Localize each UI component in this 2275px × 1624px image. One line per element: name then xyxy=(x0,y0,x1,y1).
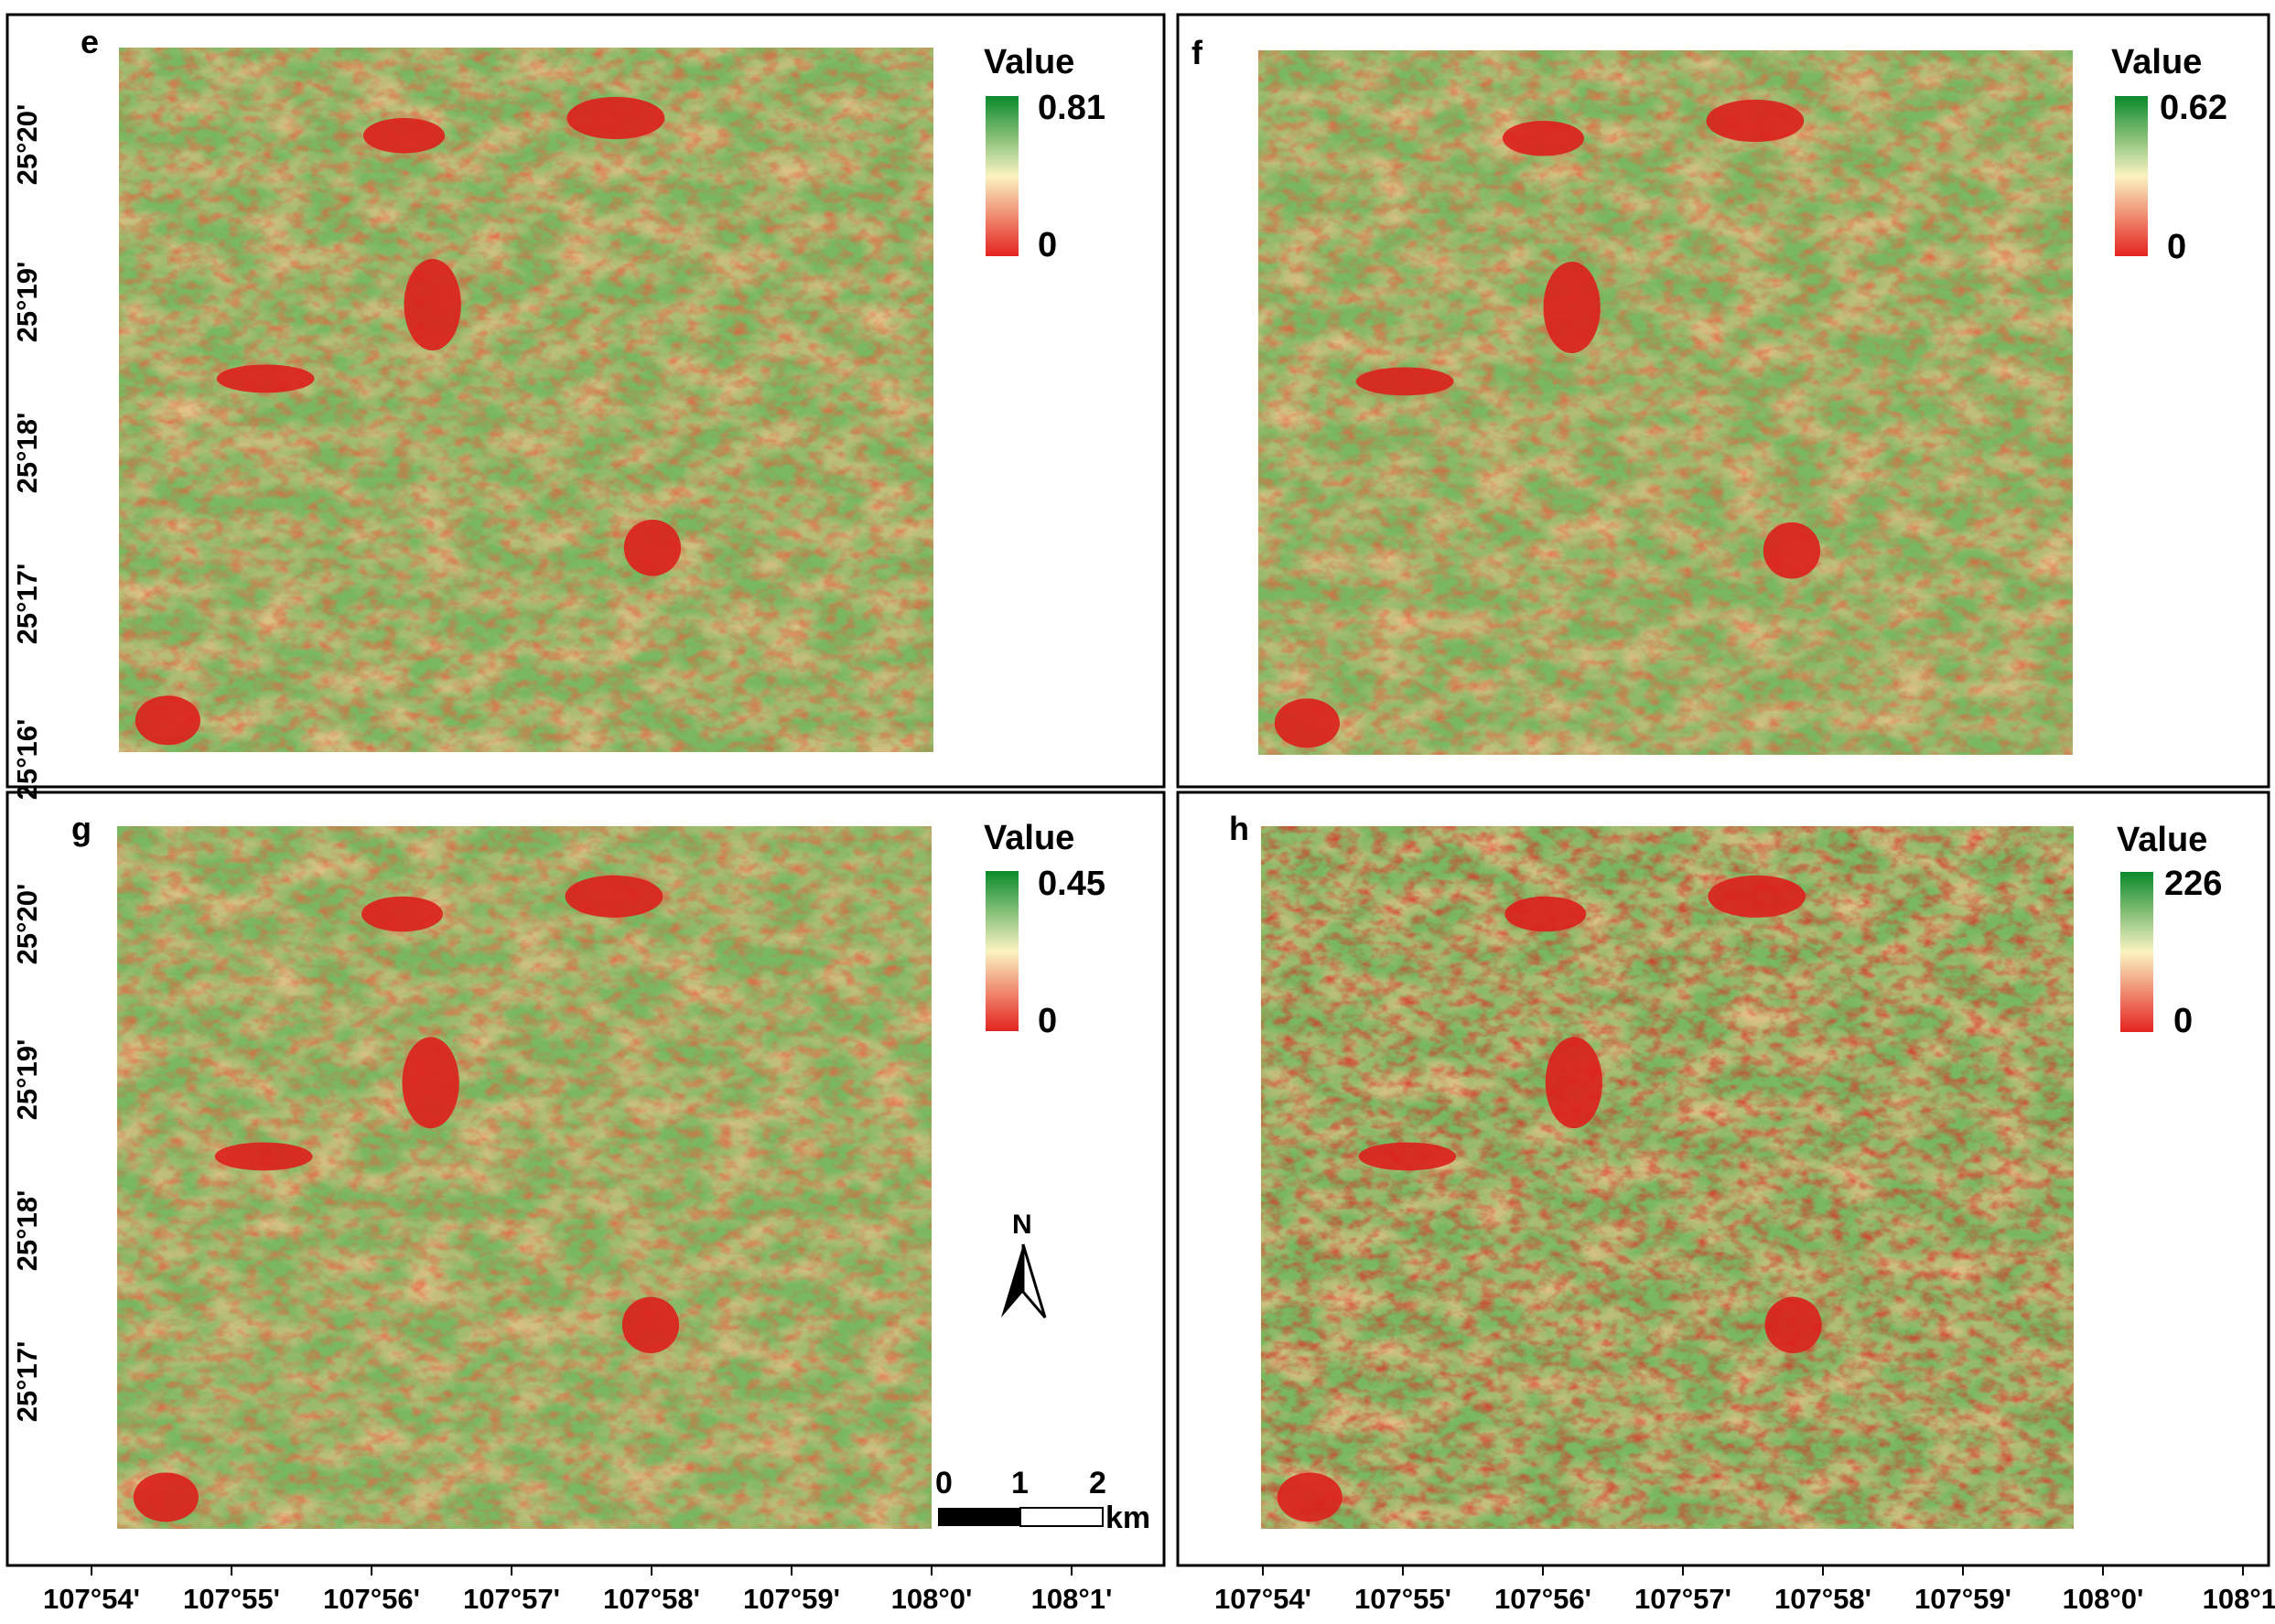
map-f-patch xyxy=(1355,367,1454,396)
scale-bar-label-0: 0 xyxy=(935,1466,953,1500)
map-h-patch xyxy=(1708,875,1806,918)
legend-f: Value 0.62 0 xyxy=(2111,43,2227,266)
map-h-patch xyxy=(1358,1142,1457,1171)
lat-bottom-3: 25°18' xyxy=(11,1190,43,1272)
legend-e-min: 0 xyxy=(1038,226,1057,264)
panel-g-label: g xyxy=(71,810,92,847)
lat-top-1: 25°20' xyxy=(11,104,43,186)
legend-e: Value 0.81 0 xyxy=(984,43,1105,264)
lon-tick-label: 108°1' xyxy=(2203,1583,2275,1615)
scale-bar: 0 1 2 km xyxy=(935,1466,1150,1535)
lat-top-2: 25°19' xyxy=(11,262,43,343)
lat-bottom-2: 25°19' xyxy=(11,1039,43,1121)
scale-bar-white-segment xyxy=(1019,1507,1104,1527)
north-arrow-right-icon xyxy=(1021,1243,1047,1318)
legend-h: Value 226 0 xyxy=(2117,821,2222,1040)
longitude-axis-left: 107°54' 107°55' 107°56' 107°57' 107°58' 107°5… xyxy=(43,1565,1112,1615)
map-h-patch xyxy=(1277,1472,1342,1522)
lon-tick-label: 107°56' xyxy=(1494,1583,1591,1615)
lon-tick-label: 108°0' xyxy=(2063,1583,2144,1615)
map-g-patch xyxy=(214,1142,313,1171)
map-e-patch xyxy=(566,96,665,140)
map-e-patch xyxy=(623,519,682,576)
lon-tick-label: 107°57' xyxy=(463,1583,560,1615)
legend-h-min: 0 xyxy=(2173,1002,2193,1040)
legend-e-ramp xyxy=(986,96,1019,256)
scale-bar-label-1: 1 xyxy=(1011,1466,1029,1500)
panel-e-frame xyxy=(5,13,1166,789)
map-g-patch xyxy=(133,1472,199,1522)
legend-f-min: 0 xyxy=(2167,228,2186,266)
scale-bar-unit: km xyxy=(1105,1500,1150,1535)
legend-g-title: Value xyxy=(984,819,1074,857)
legend-e-max: 0.81 xyxy=(1038,89,1105,127)
lon-tick-label: 107°56' xyxy=(323,1583,420,1615)
legend-h-title: Value xyxy=(2117,821,2207,859)
map-raster-g xyxy=(117,826,932,1529)
lon-tick-label: 108°0' xyxy=(891,1583,973,1615)
lon-tick-label: 108°1' xyxy=(1031,1583,1113,1615)
map-h-patch xyxy=(1545,1037,1602,1129)
map-g-patch xyxy=(621,1296,680,1353)
lon-tick-label: 107°58' xyxy=(1774,1583,1871,1615)
lon-tick-label: 107°54' xyxy=(1214,1583,1311,1615)
map-raster-h xyxy=(1261,826,2074,1529)
map-f-patch xyxy=(1274,698,1340,748)
longitude-axis-right: 107°54' 107°55' 107°56' 107°57' 107°58' 107°5… xyxy=(1214,1565,2275,1615)
scale-bar-label-2: 2 xyxy=(1089,1466,1106,1500)
lon-tick-label: 107°55' xyxy=(1354,1583,1451,1615)
lon-tick-label: 107°54' xyxy=(43,1583,140,1615)
lon-tick-label: 107°59' xyxy=(1914,1583,2011,1615)
legend-h-max: 226 xyxy=(2164,865,2222,903)
map-g-patch xyxy=(402,1037,459,1129)
lat-bottom-4: 25°17' xyxy=(11,1341,43,1423)
lon-tick-label: 107°57' xyxy=(1634,1583,1731,1615)
legend-g-max: 0.45 xyxy=(1038,865,1105,903)
map-e-patch xyxy=(404,259,461,351)
map-g-patch xyxy=(361,896,443,932)
legend-e-title: Value xyxy=(984,43,1074,81)
legend-h-ramp xyxy=(2120,872,2153,1032)
lat-bottom-1: 25°20' xyxy=(11,884,43,965)
legend-g-min: 0 xyxy=(1038,1002,1057,1040)
map-raster-e xyxy=(119,48,933,752)
map-f-patch xyxy=(1763,522,1821,579)
map-e-patch xyxy=(216,364,315,393)
lon-tick-label: 107°58' xyxy=(603,1583,700,1615)
map-e-patch xyxy=(363,118,445,154)
lon-tick-label: 107°55' xyxy=(183,1583,280,1615)
legend-f-title: Value xyxy=(2111,43,2202,81)
legend-f-ramp xyxy=(2115,96,2148,256)
north-arrow: N xyxy=(1001,1210,1047,1318)
lon-tick-label: 107°59' xyxy=(743,1583,840,1615)
panel-g-frame xyxy=(5,790,1166,1567)
map-f-patch xyxy=(1706,99,1805,143)
panel-h-label: h xyxy=(1229,810,1249,847)
panel-h-frame xyxy=(1176,790,2270,1567)
panel-f-label: f xyxy=(1191,34,1203,71)
latitude-axis-bottom: 25°20' 25°19' 25°18' 25°17' xyxy=(11,884,43,1423)
lat-top-3: 25°18' xyxy=(11,413,43,494)
map-raster-f xyxy=(1258,50,2073,755)
north-arrow-label: N xyxy=(1012,1210,1032,1240)
map-h-patch xyxy=(1504,896,1587,932)
panel-f-frame xyxy=(1176,13,2270,789)
panel-e-label: e xyxy=(81,23,99,60)
legend-f-max: 0.62 xyxy=(2160,89,2227,127)
latitude-axis-top: 25°20' 25°19' 25°18' 25°17' 25°16' xyxy=(11,104,43,801)
map-h-patch xyxy=(1764,1296,1822,1353)
scale-bar-black-segment xyxy=(938,1508,1020,1526)
map-g-patch xyxy=(565,875,663,918)
map-f-patch xyxy=(1503,121,1584,156)
lat-top-4: 25°17' xyxy=(11,564,43,645)
map-e-patch xyxy=(135,695,200,746)
legend-g: Value 0.45 0 xyxy=(984,819,1105,1040)
legend-g-ramp xyxy=(986,871,1019,1031)
lat-top-5: 25°16' xyxy=(11,719,43,801)
north-arrow-left-icon xyxy=(1001,1244,1023,1317)
map-f-patch xyxy=(1543,262,1601,354)
